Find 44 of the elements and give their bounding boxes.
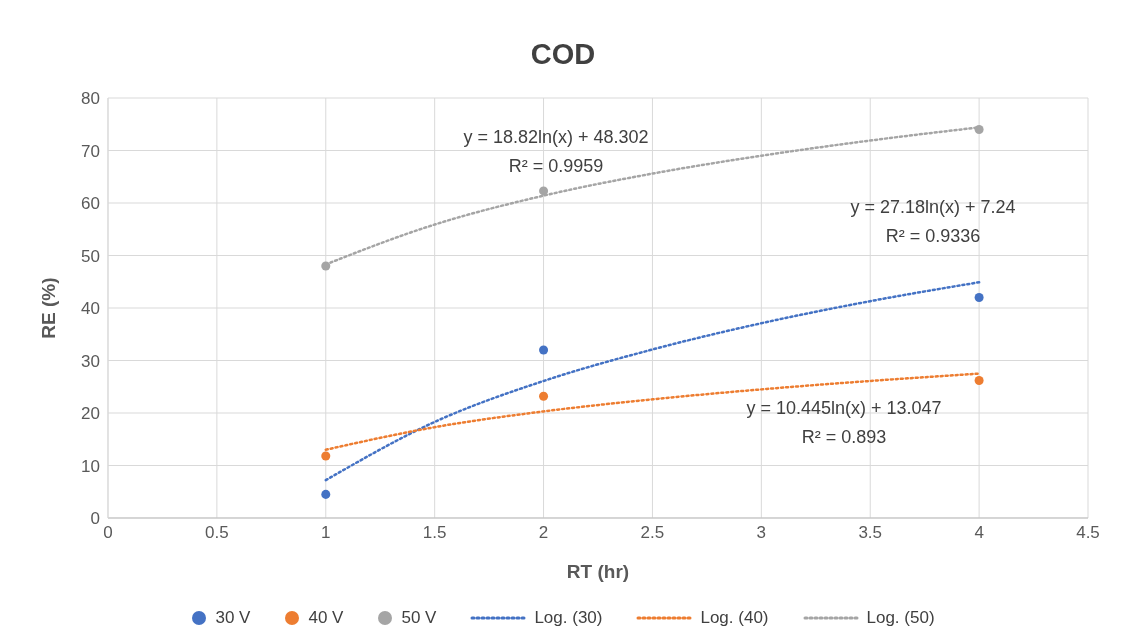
y-tick-label: 0	[90, 509, 100, 529]
chart-title: COD	[529, 37, 597, 72]
y-tick-label: 70	[81, 141, 100, 161]
point	[539, 186, 549, 196]
y-tick-label: 20	[81, 404, 100, 424]
x-tick-label: 4	[974, 523, 984, 543]
point	[974, 124, 984, 135]
point	[321, 261, 331, 271]
x-tick-label: 3.5	[858, 523, 883, 543]
legend-label: Log. (30)	[534, 608, 603, 628]
legend-label: Log. (50)	[866, 608, 935, 628]
x-tick-label: 1	[321, 523, 331, 543]
line-series	[324, 281, 981, 482]
point	[974, 375, 984, 385]
annotation: R² = 0.9959	[508, 155, 604, 177]
x-tick-label: 0.5	[205, 523, 229, 543]
y-tick-label: 50	[81, 246, 100, 266]
legend-label: 30 V	[215, 608, 251, 628]
point	[321, 451, 331, 461]
x-tick-label: 2.5	[640, 523, 665, 543]
annotation: y = 18.82ln(x) + 48.302	[463, 126, 649, 148]
point	[321, 489, 331, 499]
y-tick-label: 30	[81, 351, 100, 371]
legend-label: Log. (40)	[700, 608, 769, 628]
x-tick-label: 4.5	[1076, 523, 1100, 543]
annotation: y = 27.18ln(x) + 7.24	[850, 196, 1016, 218]
point	[539, 391, 549, 401]
x-tick-label: 3	[756, 523, 767, 543]
annotation: R² = 0.9336	[885, 225, 981, 247]
legend-label: 50 V	[401, 608, 437, 628]
point	[974, 292, 984, 303]
y-tick-label: 10	[81, 456, 100, 476]
annotation: y = 10.445ln(x) + 13.047	[746, 397, 942, 419]
x-tick-label: 1.5	[422, 523, 447, 543]
point	[539, 345, 549, 355]
y-tick-label: 60	[81, 194, 100, 214]
x-tick-label: 2	[538, 523, 549, 543]
x-tick-label: 0	[103, 523, 113, 543]
y-axis-title: RE (%)	[37, 277, 59, 339]
y-tick-label: 40	[81, 299, 100, 319]
x-axis-title: RT (hr)	[566, 561, 630, 582]
annotation: R² = 0.893	[801, 426, 887, 448]
y-tick-label: 80	[81, 89, 100, 109]
legend-label: 40 V	[308, 608, 344, 628]
